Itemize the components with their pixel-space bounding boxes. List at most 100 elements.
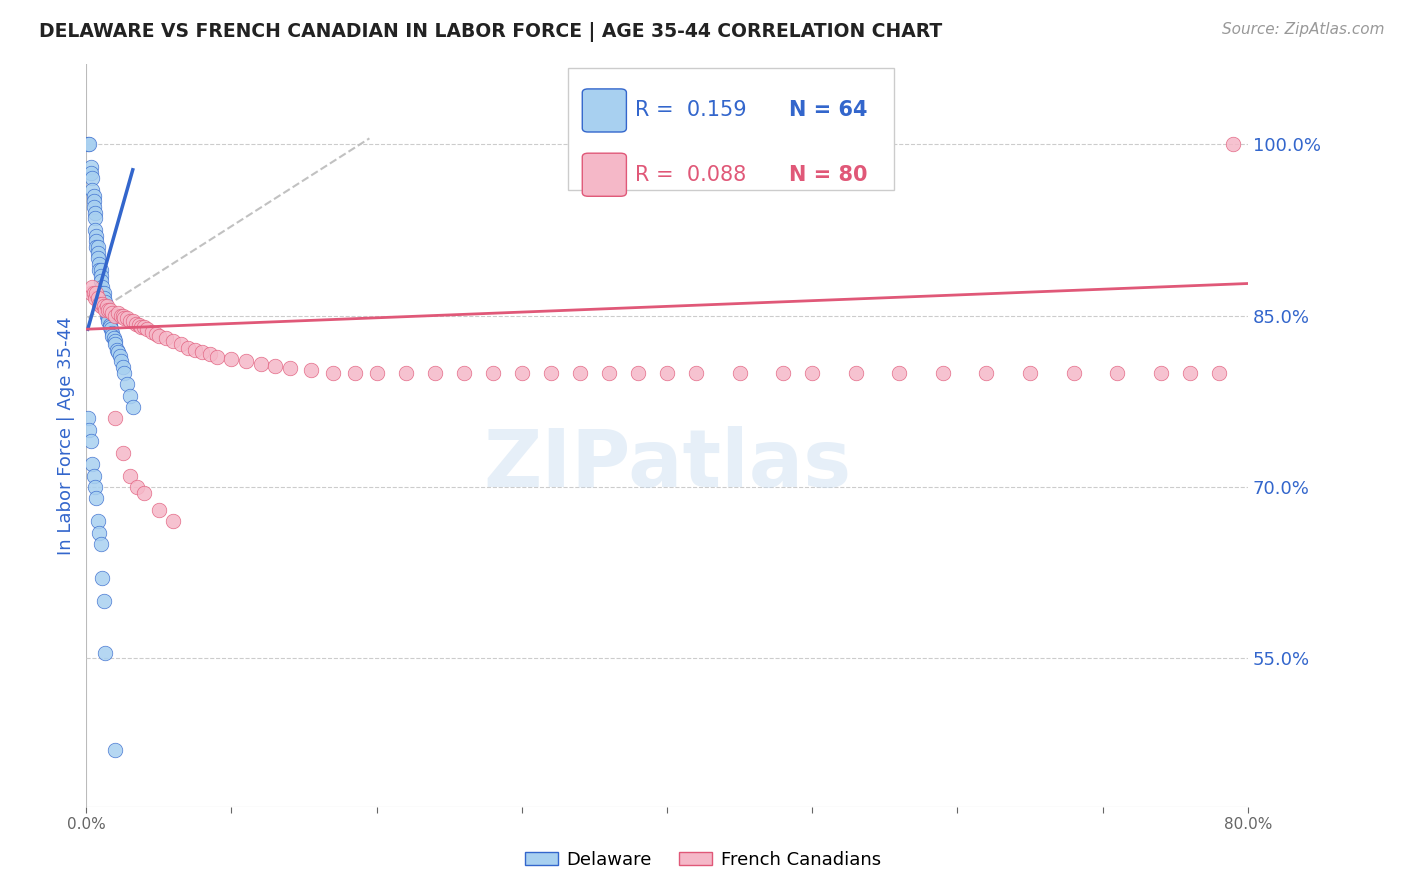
- Point: [86, 240, 108, 254]
- Point: [100, 322, 122, 336]
- Point: [510, 366, 533, 380]
- Point: [299, 363, 322, 377]
- Point: [111, 359, 134, 374]
- Point: [87, 245, 110, 260]
- Point: [169, 337, 191, 351]
- Text: R =  0.159: R = 0.159: [634, 101, 747, 120]
- Point: [110, 354, 132, 368]
- Point: [86, 491, 108, 506]
- Point: [112, 310, 135, 325]
- Point: [101, 306, 124, 320]
- Point: [90, 262, 112, 277]
- Point: [134, 320, 156, 334]
- Point: [93, 291, 115, 305]
- Point: [83, 194, 105, 209]
- Point: [94, 294, 117, 309]
- Point: [134, 485, 156, 500]
- Point: [77, 137, 100, 152]
- FancyBboxPatch shape: [582, 153, 627, 196]
- Point: [127, 480, 149, 494]
- Point: [598, 366, 620, 380]
- Point: [191, 345, 214, 359]
- Point: [131, 320, 153, 334]
- Point: [83, 188, 105, 202]
- Point: [423, 366, 446, 380]
- Point: [107, 345, 129, 359]
- Point: [76, 411, 98, 425]
- Point: [322, 366, 344, 380]
- Point: [198, 347, 221, 361]
- Point: [77, 423, 100, 437]
- Point: [89, 257, 111, 271]
- Point: [91, 571, 114, 585]
- Point: [108, 349, 131, 363]
- Point: [79, 434, 101, 449]
- Point: [932, 366, 955, 380]
- Point: [94, 302, 117, 317]
- Point: [83, 285, 105, 300]
- Point: [84, 291, 107, 305]
- Point: [453, 366, 475, 380]
- Point: [118, 314, 141, 328]
- Point: [87, 514, 110, 528]
- Text: R =  0.088: R = 0.088: [634, 165, 745, 185]
- Point: [1019, 366, 1042, 380]
- Point: [343, 366, 366, 380]
- Point: [97, 310, 120, 325]
- Point: [1107, 366, 1129, 380]
- Point: [128, 318, 150, 332]
- Point: [115, 377, 138, 392]
- Point: [93, 594, 115, 608]
- Text: N = 64: N = 64: [789, 101, 868, 120]
- Point: [86, 234, 108, 248]
- Point: [97, 314, 120, 328]
- Point: [118, 388, 141, 402]
- Point: [155, 331, 177, 345]
- Point: [90, 274, 112, 288]
- Point: [79, 160, 101, 174]
- Point: [84, 223, 107, 237]
- Point: [89, 525, 111, 540]
- Point: [162, 334, 184, 348]
- Point: [801, 366, 824, 380]
- Point: [91, 280, 114, 294]
- Point: [90, 537, 112, 551]
- Point: [121, 400, 143, 414]
- Point: [104, 337, 127, 351]
- Point: [79, 166, 101, 180]
- Point: [76, 137, 98, 152]
- Point: [101, 326, 124, 340]
- Point: [96, 299, 118, 313]
- Point: [540, 366, 562, 380]
- Point: [91, 285, 114, 300]
- Point: [1150, 366, 1173, 380]
- Point: [184, 343, 207, 357]
- Y-axis label: In Labor Force | Age 35-44: In Labor Force | Age 35-44: [58, 316, 75, 555]
- Point: [93, 285, 115, 300]
- Point: [627, 366, 650, 380]
- Point: [87, 252, 110, 266]
- Point: [96, 309, 118, 323]
- Point: [148, 503, 170, 517]
- Point: [1178, 366, 1201, 380]
- Point: [889, 366, 911, 380]
- Point: [84, 205, 107, 219]
- Point: [110, 309, 132, 323]
- Point: [366, 366, 388, 380]
- Point: [235, 354, 257, 368]
- Point: [111, 309, 134, 323]
- Point: [104, 411, 127, 425]
- Point: [655, 366, 678, 380]
- Point: [94, 299, 117, 313]
- Point: [728, 366, 751, 380]
- Point: [1208, 366, 1230, 380]
- Point: [96, 302, 118, 317]
- FancyBboxPatch shape: [568, 68, 894, 190]
- Point: [568, 366, 591, 380]
- Text: ZIPatlas: ZIPatlas: [482, 426, 851, 504]
- Point: [1222, 137, 1244, 152]
- Point: [148, 329, 170, 343]
- Point: [103, 331, 125, 345]
- Point: [976, 366, 998, 380]
- Point: [105, 343, 128, 357]
